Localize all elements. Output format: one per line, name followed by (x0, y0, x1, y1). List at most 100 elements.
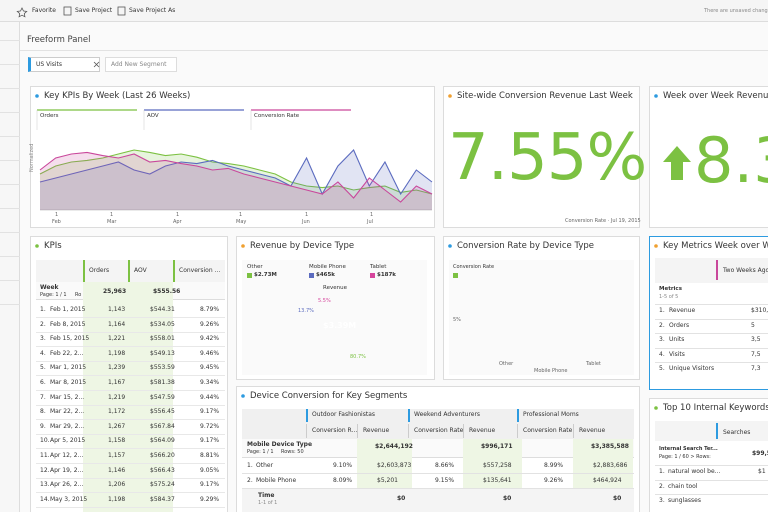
dimension-label: Internal Search Ter... (659, 446, 718, 452)
series-area (40, 150, 432, 210)
legend-value: $465k (316, 272, 335, 278)
star-icon (16, 7, 28, 18)
row-index: 2. (659, 482, 665, 490)
legend-swatch (453, 273, 458, 278)
cell-value: 9.34% (200, 379, 220, 386)
cell-value: $2,603,873 (377, 462, 412, 469)
row-index: 1. (40, 306, 46, 313)
card (443, 86, 640, 228)
page-label: Page: 1 / 60 > Rows: (659, 454, 711, 460)
column-highlight (463, 439, 522, 489)
sidebar-line (0, 40, 20, 41)
row-label: Revenue (669, 307, 696, 314)
row-line (36, 448, 225, 449)
row-index: 10. (40, 437, 50, 445)
panel-divider (20, 50, 768, 51)
title-dot (35, 244, 39, 248)
row-line (655, 362, 768, 363)
row-line (36, 404, 225, 406)
range-label: 1-5 of 5 (659, 294, 679, 300)
cell-value: $2,883,686 (593, 462, 628, 469)
column-highlight (128, 282, 173, 512)
sidebar-line (0, 160, 20, 161)
cell-value: 1,198 (108, 349, 126, 357)
cell-value: 1,221 (108, 335, 126, 343)
row-label: Mar 8, 2015 (50, 379, 87, 386)
cell-value: $5,201 (377, 477, 398, 484)
card-title: Device Conversion for Key Segments (250, 391, 408, 401)
legend-name: Other (247, 264, 263, 270)
row-index: 4. (659, 350, 665, 358)
cell-value: $0 (397, 495, 406, 502)
column-header: Revenue (363, 427, 390, 434)
title-dot (654, 94, 658, 98)
row-index: 12. (40, 466, 50, 474)
cell-value: 1,198 (108, 495, 126, 503)
cell-value: 9.17% (200, 408, 220, 416)
status-text: There are unsaved changes. (704, 8, 768, 14)
row-index: 1. (659, 468, 665, 475)
cell-value: 3,5 (751, 336, 761, 344)
row-line (242, 473, 634, 474)
row-line (36, 317, 225, 318)
add-segment[interactable] (105, 57, 177, 72)
x-tick-month: Jun (302, 219, 310, 225)
legend-value: $2.73M (254, 272, 277, 278)
row-label: Mar 29, 2... (50, 422, 85, 430)
table-header (655, 258, 768, 283)
row-line (242, 488, 634, 489)
row-index: 2. (40, 320, 46, 328)
toolbar-button: Save Project (75, 7, 113, 14)
column-marker (128, 260, 130, 282)
cell-value: 8.81% (200, 452, 220, 459)
card-title: Top 10 Internal Keywords (663, 403, 768, 413)
legend-label: Orders (40, 113, 59, 119)
x-tick-month: Mar (107, 219, 117, 225)
segment-chip[interactable] (28, 57, 100, 72)
row-label: Feb 8, 2015 (50, 320, 86, 328)
cell-value: $1 (758, 468, 766, 475)
cell-value: 1,167 (108, 379, 126, 386)
row-label: Units (669, 336, 685, 344)
dimension-label: Metrics (659, 286, 682, 292)
rows-label: Rows: 50 (281, 449, 304, 455)
x-tick-day: 1 (239, 212, 243, 218)
row-line (36, 360, 225, 362)
cell-value: $581.38 (150, 379, 175, 386)
legend-swatch (309, 273, 314, 278)
row-line (36, 506, 225, 508)
column-divider (357, 424, 358, 438)
segment-marker (408, 409, 410, 422)
title-dot (35, 94, 39, 98)
cell-value: $547.59 (150, 393, 175, 401)
row-index: 7. (40, 393, 46, 401)
y-axis-label: Normalized (29, 143, 35, 172)
x-tick-month: Feb (52, 219, 61, 225)
cell-value: 1,219 (108, 393, 126, 401)
row-line (655, 494, 768, 495)
card-title: Site-wide Conversion Revenue Last Week (457, 91, 633, 101)
toolbar-button: Favorite (32, 7, 56, 14)
column-marker (716, 260, 718, 280)
slice-label: 80.7% (350, 354, 366, 360)
cell-value: 8.99% (544, 462, 564, 469)
row-label: Feb 15, 2015 (50, 335, 90, 343)
sidebar-line (0, 256, 20, 257)
column-header: AOV (134, 267, 147, 274)
row-line (36, 346, 225, 347)
legend-swatch (370, 273, 375, 278)
dimension-label: Mobile Device Type (247, 441, 313, 448)
column-header: Searches (723, 429, 751, 436)
sidebar-line (0, 64, 20, 65)
close-icon[interactable] (93, 61, 100, 68)
cell-value: 1,164 (108, 320, 126, 328)
cell-value: $549.13 (150, 349, 175, 357)
row-label: Mar 22, 2... (50, 408, 85, 416)
up-arrow (663, 146, 691, 180)
row-label: Visits (669, 350, 685, 358)
cell-value: $556.45 (150, 408, 175, 416)
card-title: Week over Week Revenue (663, 91, 768, 101)
sidebar-line (0, 208, 20, 209)
title-dot (448, 94, 452, 98)
cell-value: 9.42% (200, 335, 220, 343)
